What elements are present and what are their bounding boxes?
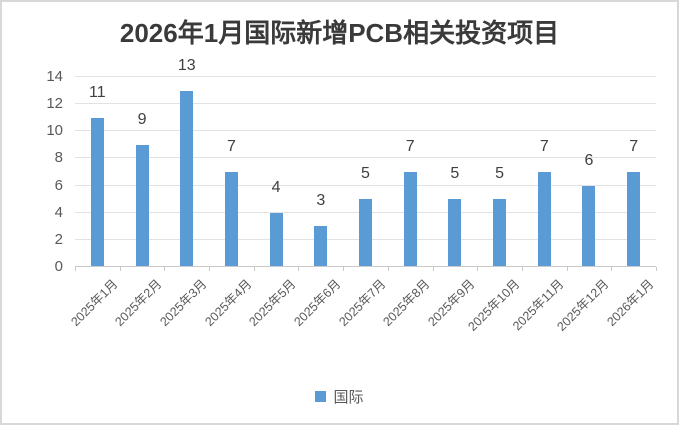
x-axis-label: 2025年3月	[157, 276, 210, 329]
x-axis-tick	[656, 267, 657, 271]
bar	[135, 144, 149, 266]
legend-swatch-icon	[315, 391, 327, 402]
bar	[90, 117, 104, 266]
data-label: 6	[584, 151, 594, 169]
data-label: 4	[271, 178, 281, 196]
bar	[537, 172, 551, 266]
x-axis-label: 2025年4月	[202, 276, 255, 329]
x-axis-label: 2025年8月	[380, 276, 433, 329]
legend: 国际	[0, 386, 679, 407]
x-axis-label: 2025年6月	[291, 276, 344, 329]
bar	[269, 212, 283, 266]
y-axis-label: 6	[54, 176, 63, 194]
bar	[493, 199, 507, 266]
x-axis-tick	[567, 267, 568, 271]
x-axis-tick	[477, 267, 478, 271]
bar	[582, 185, 596, 266]
x-axis-label: 2025年1月	[67, 276, 121, 329]
bar	[314, 226, 328, 266]
data-label: 7	[539, 138, 549, 155]
x-axis-tick	[522, 267, 523, 271]
data-label: 13	[177, 56, 196, 74]
x-axis-label: 2026年1月	[604, 276, 657, 329]
data-label: 7	[405, 138, 415, 155]
bar	[180, 90, 194, 266]
x-axis-tick	[164, 267, 165, 271]
bar	[359, 199, 372, 266]
y-axis-label: 4	[54, 203, 63, 221]
x-axis-tick	[388, 267, 389, 271]
gridline	[75, 157, 656, 159]
x-axis-tick	[343, 267, 344, 271]
gridline	[75, 130, 656, 132]
gridline	[75, 76, 656, 77]
x-axis-tick	[298, 267, 299, 271]
bar	[448, 199, 462, 266]
x-axis-label: 2025年2月	[112, 276, 165, 329]
data-label: 7	[629, 138, 639, 155]
data-label: 3	[316, 192, 326, 210]
y-axis-label: 8	[54, 149, 63, 167]
x-axis-tick	[75, 267, 76, 271]
x-axis-line	[75, 266, 656, 267]
data-label: 9	[137, 110, 147, 128]
gridline	[75, 103, 656, 105]
bar	[403, 172, 417, 266]
bar	[627, 172, 641, 266]
y-axis-label: 12	[46, 95, 63, 113]
data-label: 7	[226, 138, 236, 155]
x-axis-tick	[433, 267, 434, 271]
x-axis-label: 2025年5月	[246, 276, 299, 329]
x-axis-tick	[209, 267, 210, 271]
bar	[224, 172, 238, 266]
y-axis-label: 0	[54, 258, 63, 275]
y-axis-label: 10	[46, 122, 63, 140]
chart-title: 2026年1月国际新增PCB相关投资项目	[119, 18, 560, 48]
legend-label: 国际	[333, 389, 364, 406]
x-axis-tick	[120, 267, 121, 271]
x-axis-tick	[611, 267, 612, 271]
gridline	[75, 184, 656, 186]
y-axis-label: 14	[46, 68, 63, 85]
data-label: 5	[361, 165, 370, 183]
x-axis-label: 2025年7月	[336, 276, 389, 329]
data-label: 5	[450, 165, 460, 183]
y-axis-label: 2	[54, 230, 63, 248]
data-label: 5	[495, 165, 505, 183]
x-axis-tick	[254, 267, 255, 271]
data-label: 11	[89, 83, 106, 101]
